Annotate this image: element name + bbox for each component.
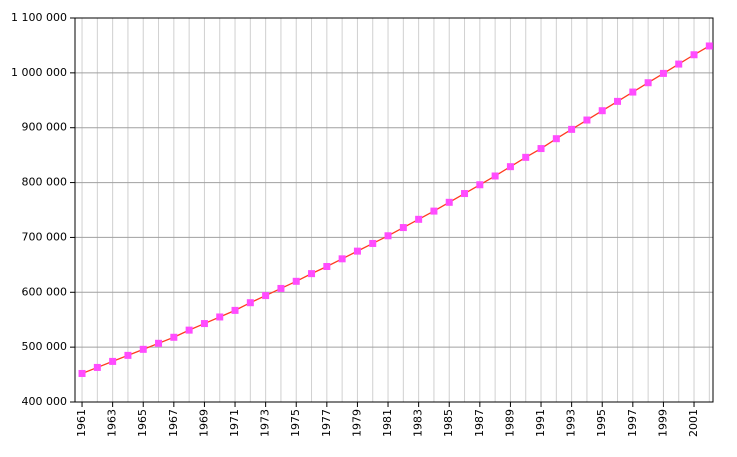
data-point (659, 69, 667, 77)
data-point (323, 263, 331, 271)
data-point (568, 125, 576, 133)
data-point (583, 116, 591, 124)
data-point (200, 320, 208, 328)
data-point (476, 181, 484, 189)
data-line (81, 45, 710, 375)
data-point (139, 345, 147, 353)
x-tick-label: 1969 (197, 409, 210, 437)
y-tick-label: 1 000 000 (11, 66, 67, 79)
x-tick-label: 1983 (412, 409, 425, 437)
data-point (353, 247, 361, 255)
data-point (216, 313, 224, 321)
data-point (537, 145, 545, 153)
data-point (124, 351, 132, 359)
x-tick-label: 1963 (106, 409, 119, 437)
data-point (598, 107, 606, 115)
data-point (155, 339, 163, 347)
x-tick-label: 2001 (687, 409, 700, 437)
x-tick-label: 1979 (350, 409, 363, 437)
y-tick-label: 700 000 (22, 230, 68, 243)
x-tick-label: 1975 (289, 409, 302, 437)
data-point (384, 232, 392, 240)
data-point (415, 215, 423, 223)
x-tick-label: 1989 (503, 409, 516, 437)
y-tick-label: 800 000 (22, 176, 68, 189)
x-tick-label: 1995 (595, 409, 608, 437)
data-point (705, 42, 713, 50)
y-tick-label: 600 000 (22, 285, 68, 298)
x-tick-label: 1965 (136, 409, 149, 437)
x-tick-label: 1971 (228, 409, 241, 437)
x-tick-label: 1973 (259, 409, 272, 437)
x-tick-label: 1961 (75, 409, 88, 437)
data-point (629, 88, 637, 96)
data-point (109, 357, 117, 365)
data-point (552, 135, 560, 143)
data-point (262, 292, 270, 300)
x-tick-label: 1993 (565, 409, 578, 437)
data-point (185, 326, 193, 334)
data-point (430, 207, 438, 215)
data-point (690, 51, 698, 59)
plot-frame (74, 17, 714, 403)
data-point (522, 153, 530, 161)
data-point (277, 284, 285, 292)
data-point (399, 224, 407, 232)
data-point (445, 198, 453, 206)
data-point (308, 270, 316, 278)
data-point (246, 299, 254, 307)
data-point (491, 172, 499, 180)
x-tick-label: 1991 (534, 409, 547, 437)
y-tick-label: 400 000 (22, 395, 68, 408)
data-point (338, 255, 346, 263)
data-point (644, 79, 652, 87)
x-tick-label: 1967 (167, 409, 180, 437)
data-point (78, 369, 86, 377)
y-tick-label: 1 100 000 (11, 11, 67, 24)
data-point (292, 277, 300, 285)
data-point (506, 163, 514, 171)
data-point (675, 60, 683, 68)
x-tick-label: 1997 (626, 409, 639, 437)
data-point (614, 97, 622, 105)
x-tick-label: 1985 (442, 409, 455, 437)
x-tick-label: 1987 (473, 409, 486, 437)
data-point (231, 306, 239, 314)
data-point (369, 239, 377, 247)
data-point (93, 363, 101, 371)
y-tick-label: 500 000 (22, 340, 68, 353)
data-point (170, 333, 178, 341)
x-tick-label: 1981 (381, 409, 394, 437)
x-tick-label: 1999 (656, 409, 669, 437)
y-tick-label: 900 000 (22, 121, 68, 134)
data-point (461, 190, 469, 198)
x-tick-label: 1977 (320, 409, 333, 437)
